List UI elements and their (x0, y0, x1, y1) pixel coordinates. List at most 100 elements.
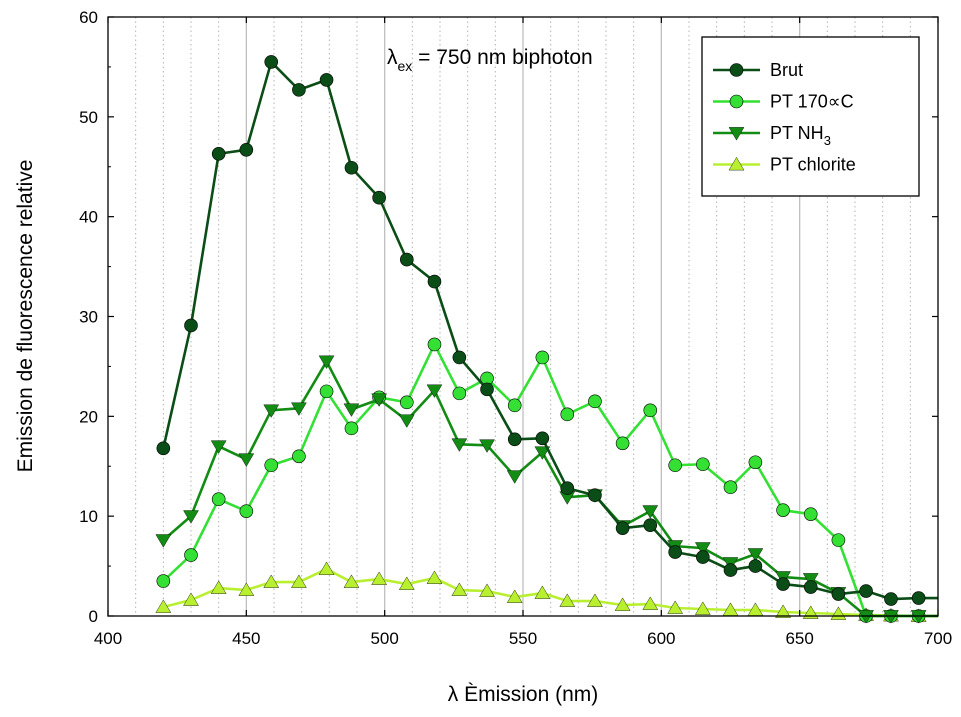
data-point (291, 402, 307, 416)
series-layer (155, 55, 938, 624)
data-point (535, 350, 550, 365)
data-point (776, 503, 790, 517)
annotation-subscript: ex (398, 58, 413, 74)
legend-marker (729, 94, 744, 109)
series-pt-chlorite (155, 561, 938, 622)
legend-label: PT chlorite (770, 155, 856, 175)
data-point (319, 73, 334, 87)
data-point (210, 440, 227, 454)
data-point (723, 480, 738, 495)
data-point (643, 518, 658, 532)
legend: Brut PT 170∝C PT NH3 PT chlorite (701, 36, 920, 197)
legend-marker (728, 127, 745, 141)
data-point (535, 431, 550, 446)
data-point (263, 404, 280, 418)
data-point (451, 438, 468, 452)
data-point (615, 521, 630, 535)
data-point (451, 582, 468, 596)
data-point (748, 455, 763, 470)
data-point (643, 403, 658, 418)
data-point (371, 393, 387, 407)
data-point (803, 507, 818, 521)
data-point (802, 573, 819, 587)
legend-marker (728, 156, 745, 171)
data-point (239, 504, 254, 518)
x-tick-label: 700 (924, 629, 952, 648)
data-point (506, 470, 523, 484)
data-point (587, 593, 603, 607)
data-point (291, 574, 307, 588)
data-point (211, 146, 226, 161)
data-point (238, 453, 255, 467)
data-point (559, 593, 576, 607)
data-point (452, 386, 467, 401)
data-point (184, 318, 198, 333)
grid-lines (135, 17, 911, 616)
data-point (642, 505, 659, 519)
y-tick-label: 20 (79, 407, 98, 426)
data-point (748, 559, 763, 573)
data-point (534, 585, 551, 599)
annotation-lambda: λ (387, 46, 398, 69)
data-point (264, 458, 279, 473)
data-point (371, 571, 387, 585)
data-point (343, 403, 360, 417)
data-point (696, 550, 710, 564)
data-point (668, 458, 682, 473)
data-point (858, 610, 874, 624)
data-point (479, 583, 495, 597)
data-point (183, 510, 199, 524)
data-point (211, 492, 226, 506)
legend-label-main: PT 170∝C (770, 92, 854, 112)
data-point (399, 395, 414, 410)
data-point (399, 252, 414, 267)
data-point (884, 592, 898, 606)
data-point (184, 548, 198, 562)
data-point (696, 457, 710, 472)
data-point (911, 591, 926, 605)
data-point (480, 382, 494, 397)
data-point (343, 574, 360, 588)
data-point (507, 432, 522, 447)
data-point (723, 563, 738, 577)
axis-ticks: 400 450 500 550 600 650 700 0 10 20 30 40 50 60 (79, 8, 952, 648)
y-tick-label: 40 (79, 208, 98, 227)
data-point (776, 577, 790, 591)
data-point (642, 596, 659, 610)
data-point (747, 548, 764, 562)
data-point (344, 160, 359, 175)
data-point (318, 561, 335, 575)
x-tick-label: 450 (232, 629, 260, 648)
data-point (507, 398, 522, 413)
legend-label-main: Brut (770, 60, 803, 80)
data-point (156, 441, 171, 456)
data-point (372, 190, 386, 205)
y-tick-label: 50 (79, 108, 98, 127)
x-tick-label: 650 (785, 629, 813, 648)
x-tick-label: 600 (647, 629, 675, 648)
data-point (831, 533, 846, 547)
legend-label-subscript: 3 (824, 133, 831, 148)
data-point (263, 574, 280, 588)
data-point (803, 580, 818, 594)
data-point (398, 576, 415, 590)
series-line (163, 567, 938, 618)
legend-label: PT NH3 (770, 123, 831, 148)
data-point (560, 407, 575, 422)
data-point (588, 488, 602, 503)
data-point (427, 274, 442, 289)
data-point (264, 55, 279, 69)
data-point (831, 587, 846, 601)
data-point (183, 592, 199, 606)
data-point (506, 589, 523, 603)
data-point (479, 439, 495, 453)
data-point (667, 600, 684, 614)
data-point (614, 597, 631, 611)
y-tick-label: 60 (79, 8, 98, 27)
data-point (292, 83, 306, 97)
x-tick-label: 550 (509, 629, 537, 648)
series-line (162, 360, 938, 618)
data-point (319, 384, 334, 399)
data-point (210, 580, 227, 594)
